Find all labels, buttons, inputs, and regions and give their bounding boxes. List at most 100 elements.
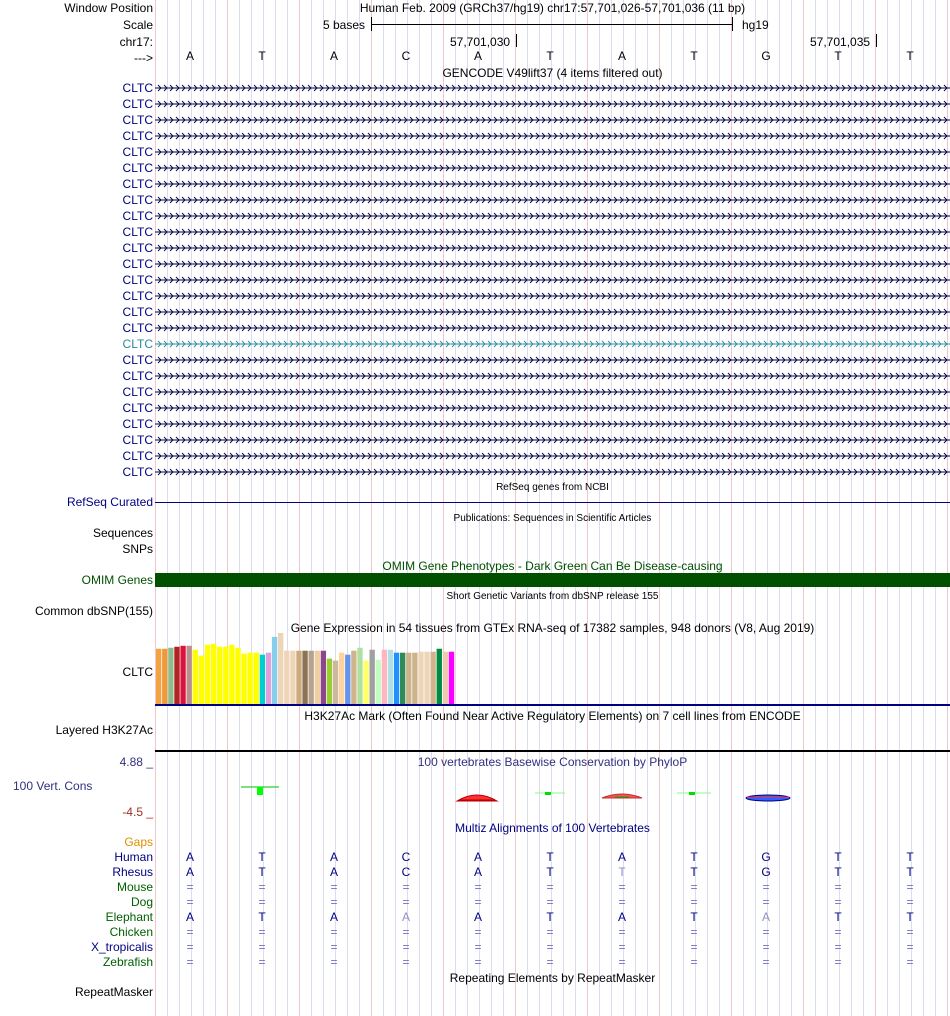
gtex-tissue-bar[interactable]	[412, 652, 418, 704]
gtex-tissue-bar[interactable]	[430, 651, 436, 704]
gencode-gene-line[interactable]	[155, 466, 950, 478]
refseq-gene-line[interactable]	[155, 502, 950, 503]
gencode-gene-line[interactable]	[155, 322, 950, 334]
gencode-gene-label[interactable]: CLTC	[122, 321, 153, 335]
gtex-tissue-bar[interactable]	[278, 632, 284, 704]
gtex-tissue-bar[interactable]	[168, 647, 174, 704]
gencode-gene-line[interactable]	[155, 146, 950, 158]
gencode-gene-label[interactable]: CLTC	[122, 177, 153, 191]
gtex-tissue-bar[interactable]	[332, 660, 339, 704]
gencode-gene-line[interactable]	[155, 450, 950, 462]
gencode-gene-line[interactable]	[155, 418, 950, 430]
gencode-gene-line[interactable]	[155, 370, 950, 382]
species-label-chicken[interactable]: Chicken	[109, 925, 153, 939]
gtex-tissue-bar[interactable]	[198, 655, 205, 704]
gtex-tissue-bar[interactable]	[174, 646, 180, 704]
repeatmasker-label[interactable]: RepeatMasker	[74, 985, 153, 999]
gtex-tissue-bar[interactable]	[369, 649, 375, 704]
gencode-gene-label[interactable]: CLTC	[122, 337, 153, 351]
gencode-gene-line[interactable]	[155, 290, 950, 302]
window-position-label[interactable]: Window Position	[64, 1, 153, 15]
gtex-tissue-bar[interactable]	[357, 647, 363, 704]
gencode-gene-line[interactable]	[155, 434, 950, 446]
gencode-gene-label[interactable]: CLTC	[122, 81, 153, 95]
gencode-gene-label[interactable]: CLTC	[122, 449, 153, 463]
gtex-bar-chart[interactable]	[155, 630, 950, 710]
gencode-gene-label[interactable]: CLTC	[122, 401, 153, 415]
omim-gene-bar[interactable]	[155, 573, 950, 587]
gencode-gene-line[interactable]	[155, 130, 950, 142]
gencode-gene-label[interactable]: CLTC	[122, 257, 153, 271]
gtex-tissue-bar[interactable]	[192, 649, 198, 704]
gencode-gene-label[interactable]: CLTC	[122, 465, 153, 479]
gtex-tissue-bar[interactable]	[223, 646, 229, 704]
gencode-gene-line[interactable]	[155, 114, 950, 126]
gtex-tissue-bar[interactable]	[156, 648, 162, 704]
gencode-gene-line[interactable]	[155, 226, 950, 238]
gencode-gene-label[interactable]: CLTC	[122, 113, 153, 127]
gtex-tissue-bar[interactable]	[308, 650, 314, 704]
gencode-gene-label[interactable]: CLTC	[122, 433, 153, 447]
gtex-gene-label[interactable]: CLTC	[122, 665, 153, 679]
omim-label[interactable]: OMIM Genes	[81, 573, 153, 587]
gtex-tissue-bar[interactable]	[210, 643, 217, 704]
tracks-image[interactable]: Human Feb. 2009 (GRCh37/hg19) chr17:57,7…	[155, 0, 950, 1016]
gencode-gene-label[interactable]: CLTC	[122, 97, 153, 111]
gtex-tissue-bar[interactable]	[235, 647, 241, 704]
gtex-tissue-bar[interactable]	[180, 645, 186, 704]
gencode-gene-line[interactable]	[155, 194, 950, 206]
species-label-dog[interactable]: Dog	[130, 895, 153, 909]
gencode-gene-line[interactable]	[155, 98, 950, 110]
gencode-gene-line[interactable]	[155, 338, 950, 350]
gtex-tissue-bar[interactable]	[229, 644, 235, 704]
h3k27ac-label[interactable]: Layered H3K27Ac	[55, 723, 153, 737]
gtex-tissue-bar[interactable]	[345, 654, 351, 704]
gencode-gene-line[interactable]	[155, 306, 950, 318]
gtex-tissue-bar[interactable]	[375, 659, 381, 704]
gtex-tissue-bar[interactable]	[339, 652, 345, 704]
gencode-gene-line[interactable]	[155, 82, 950, 94]
species-label-human[interactable]: Human	[114, 850, 153, 864]
gtex-tissue-bar[interactable]	[442, 651, 449, 704]
gtex-tissue-bar[interactable]	[320, 650, 327, 704]
gencode-gene-label[interactable]: CLTC	[122, 273, 153, 287]
gtex-tissue-bar[interactable]	[406, 652, 412, 704]
gencode-gene-line[interactable]	[155, 274, 950, 286]
gtex-tissue-bar[interactable]	[363, 660, 369, 704]
gtex-tissue-bar[interactable]	[204, 644, 211, 704]
species-label-mouse[interactable]: Mouse	[116, 880, 153, 894]
species-label-zebrafish[interactable]: Zebrafish	[102, 955, 153, 969]
gtex-tissue-bar[interactable]	[436, 648, 442, 704]
gtex-tissue-bar[interactable]	[381, 649, 388, 704]
gtex-tissue-bar[interactable]	[326, 658, 333, 704]
refseq-label[interactable]: RefSeq Curated	[66, 495, 153, 509]
gencode-gene-label[interactable]: CLTC	[122, 129, 153, 143]
gencode-gene-line[interactable]	[155, 386, 950, 398]
gtex-tissue-bar[interactable]	[448, 651, 455, 704]
gencode-gene-label[interactable]: CLTC	[122, 145, 153, 159]
gtex-tissue-bar[interactable]	[284, 650, 290, 704]
phylop-label[interactable]: 100 Vert. Cons	[13, 779, 93, 793]
species-label-elephant[interactable]: Elephant	[105, 910, 153, 924]
gtex-tissue-bar[interactable]	[186, 645, 192, 704]
gtex-tissue-bar[interactable]	[393, 652, 400, 704]
gtex-tissue-bar[interactable]	[418, 651, 424, 704]
gencode-gene-line[interactable]	[155, 178, 950, 190]
chrom-label[interactable]: chr17:	[119, 35, 153, 49]
gencode-gene-label[interactable]: CLTC	[122, 369, 153, 383]
gencode-gene-label[interactable]: CLTC	[122, 225, 153, 239]
gencode-gene-label[interactable]: CLTC	[122, 193, 153, 207]
gencode-gene-label[interactable]: CLTC	[122, 353, 153, 367]
gencode-gene-line[interactable]	[155, 210, 950, 222]
gencode-gene-label[interactable]: CLTC	[122, 305, 153, 319]
gencode-gene-label[interactable]: CLTC	[122, 417, 153, 431]
dbsnp-label[interactable]: Common dbSNP(155)	[34, 604, 153, 618]
gtex-tissue-bar[interactable]	[259, 654, 266, 704]
gtex-tissue-bar[interactable]	[217, 646, 223, 704]
gencode-gene-line[interactable]	[155, 354, 950, 366]
gencode-gene-line[interactable]	[155, 242, 950, 254]
gtex-tissue-bar[interactable]	[253, 652, 259, 704]
phylop-graph[interactable]	[155, 775, 950, 815]
gtex-tissue-bar[interactable]	[271, 636, 278, 704]
gencode-gene-line[interactable]	[155, 402, 950, 414]
